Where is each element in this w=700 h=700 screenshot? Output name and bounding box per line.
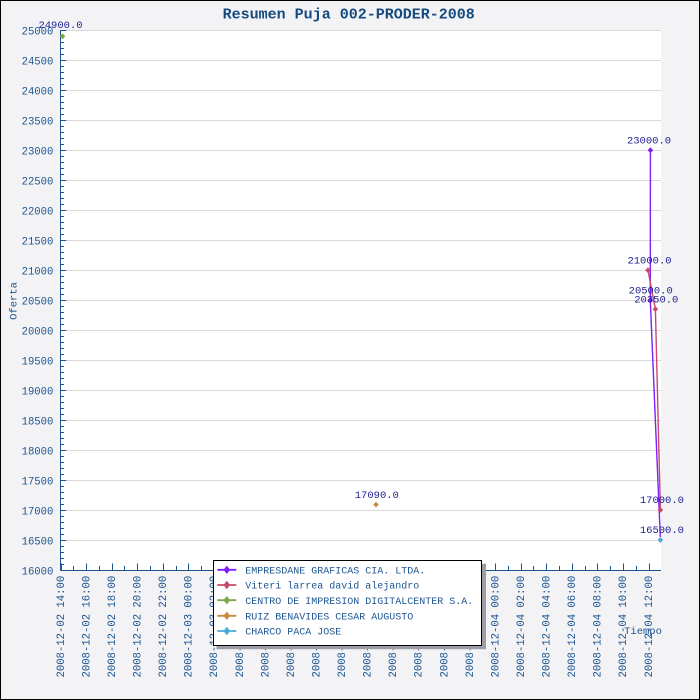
svg-text:Oferta: Oferta bbox=[9, 282, 21, 320]
svg-text:23000: 23000 bbox=[22, 146, 54, 158]
svg-text:2008-12-02 14:00: 2008-12-02 14:00 bbox=[56, 576, 68, 678]
svg-text:RUIZ BENAVIDES CESAR AUGUSTO: RUIZ BENAVIDES CESAR AUGUSTO bbox=[245, 612, 413, 623]
svg-text:17500: 17500 bbox=[22, 476, 54, 488]
svg-text:EMPRESDANE GRAFICAS CIA. LTDA.: EMPRESDANE GRAFICAS CIA. LTDA. bbox=[245, 566, 425, 577]
svg-text:21000.0: 21000.0 bbox=[627, 255, 671, 267]
svg-text:2008-12-04 12:00: 2008-12-04 12:00 bbox=[644, 576, 656, 678]
svg-text:24500: 24500 bbox=[22, 56, 54, 68]
svg-text:17000.0: 17000.0 bbox=[640, 495, 684, 507]
svg-text:20500: 20500 bbox=[22, 296, 54, 308]
svg-text:18500: 18500 bbox=[22, 416, 54, 428]
svg-text:CENTRO DE IMPRESION DIGITALCEN: CENTRO DE IMPRESION DIGITALCENTER S.A. bbox=[245, 597, 473, 608]
svg-text:Resumen Puja 002-PRODER-2008: Resumen Puja 002-PRODER-2008 bbox=[223, 7, 475, 24]
svg-text:20350.0: 20350.0 bbox=[634, 294, 678, 306]
svg-text:19500: 19500 bbox=[22, 356, 54, 368]
svg-text:17000: 17000 bbox=[22, 506, 54, 518]
svg-text:2008-12-04 04:00: 2008-12-04 04:00 bbox=[542, 576, 554, 678]
svg-text:2008-12-04 10:00: 2008-12-04 10:00 bbox=[618, 576, 630, 678]
svg-text:18000: 18000 bbox=[22, 446, 54, 458]
svg-text:21500: 21500 bbox=[22, 236, 54, 248]
svg-text:17090.0: 17090.0 bbox=[355, 490, 399, 502]
svg-text:16500: 16500 bbox=[22, 536, 54, 548]
svg-text:16000: 16000 bbox=[22, 566, 54, 578]
svg-text:Viteri larrea david alejandro: Viteri larrea david alejandro bbox=[245, 581, 419, 593]
svg-text:2008-12-02 20:00: 2008-12-02 20:00 bbox=[133, 576, 145, 678]
svg-text:CHARCO PACA JOSE: CHARCO PACA JOSE bbox=[245, 628, 341, 639]
svg-text:21000: 21000 bbox=[22, 266, 54, 278]
svg-text:22000: 22000 bbox=[22, 206, 54, 218]
svg-text:19000: 19000 bbox=[22, 386, 54, 398]
svg-text:16500.0: 16500.0 bbox=[640, 525, 684, 537]
svg-text:23000.0: 23000.0 bbox=[627, 135, 671, 147]
svg-text:Tiempo: Tiempo bbox=[624, 626, 662, 638]
svg-text:2008-12-02 22:00: 2008-12-02 22:00 bbox=[158, 576, 170, 678]
svg-text:2008-12-03 00:00: 2008-12-03 00:00 bbox=[184, 576, 196, 678]
svg-text:2008-12-04 02:00: 2008-12-04 02:00 bbox=[516, 576, 528, 678]
svg-text:22500: 22500 bbox=[22, 176, 54, 188]
svg-text:2008-12-04 08:00: 2008-12-04 08:00 bbox=[593, 576, 605, 678]
svg-text:2008-12-04 00:00: 2008-12-04 00:00 bbox=[490, 576, 502, 678]
svg-text:20500.0: 20500.0 bbox=[629, 285, 673, 297]
svg-text:20000: 20000 bbox=[22, 326, 54, 338]
svg-text:24900.0: 24900.0 bbox=[38, 20, 82, 32]
svg-text:23500: 23500 bbox=[22, 116, 54, 128]
svg-text:25000: 25000 bbox=[22, 26, 54, 38]
svg-text:2008-12-02 16:00: 2008-12-02 16:00 bbox=[81, 576, 93, 678]
svg-text:2008-12-04 06:00: 2008-12-04 06:00 bbox=[567, 576, 579, 678]
svg-text:2008-12-02 18:00: 2008-12-02 18:00 bbox=[107, 576, 119, 678]
svg-text:24000: 24000 bbox=[22, 86, 54, 98]
